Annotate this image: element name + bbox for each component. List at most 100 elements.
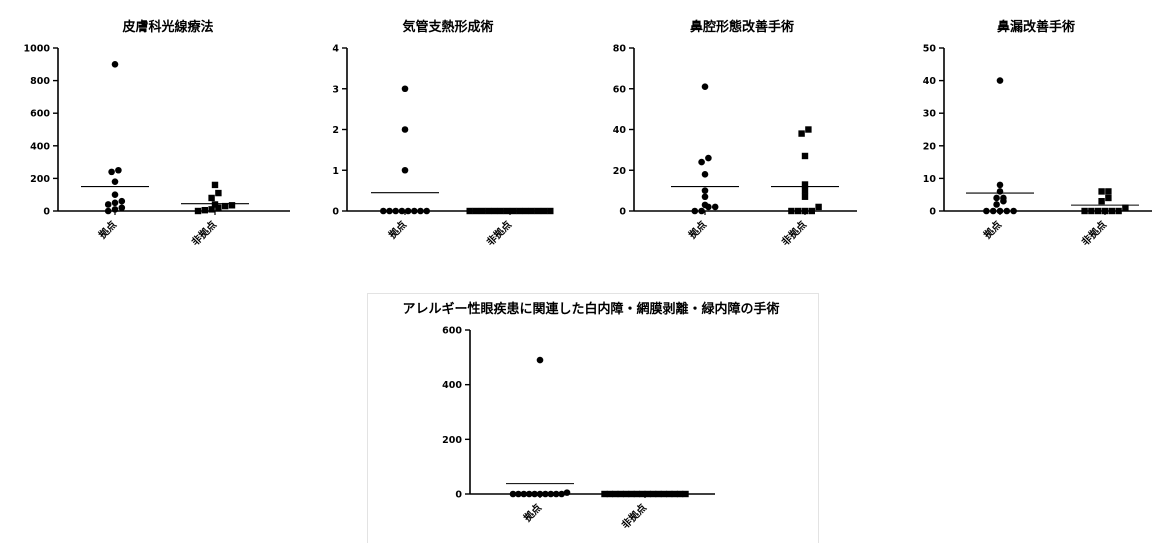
chart-title: アレルギー性眼疾患に関連した白内障・網膜剥離・緑内障の手術 [402,301,779,317]
y-tick-label: 50 [923,44,937,55]
data-point [993,201,1000,208]
data-point [801,207,809,215]
data-point [401,166,409,174]
y-tick-label: 20 [923,141,937,152]
x-category-label: 拠点 [981,218,1004,241]
data-point [520,490,528,498]
y-tick-label: 200 [442,435,462,446]
data-point [558,490,565,498]
data-point [601,490,608,498]
data-point [380,207,387,215]
data-point [705,154,712,162]
data-point [996,77,1004,84]
y-tick-label: 600 [442,326,462,337]
y-tick-label: 0 [455,490,462,501]
data-point [111,61,119,68]
x-category-label: 非拠点 [1079,218,1109,248]
data-point [111,206,119,213]
data-point [801,152,809,160]
chart-panel-1: 皮膚科光線療法 0 200 400 600 800 1000 拠点 非拠点 [24,19,290,248]
data-point [801,187,809,194]
data-point [1088,207,1095,215]
data-point [1098,188,1105,195]
data-point [1108,207,1115,215]
data-point [215,189,222,197]
chart-title: 皮膚科光線療法 [121,19,213,35]
data-point [1115,207,1122,215]
data-point [805,126,812,133]
y-tick-label: 60 [613,84,627,95]
y-tick-label: 2 [332,125,339,136]
data-point [515,490,522,498]
data-point [676,490,684,498]
data-point [525,490,533,498]
data-point [701,193,709,201]
data-point [536,356,544,364]
bottom-panel-frame [367,293,819,543]
y-tick-label: 0 [332,207,339,218]
data-point [211,201,219,208]
data-point [417,207,424,215]
y-tick-label: 200 [30,174,50,185]
data-point [111,199,119,207]
data-point [111,178,119,185]
data-point [1101,207,1109,215]
data-point [1122,204,1129,211]
x-category-label: 非拠点 [779,218,809,248]
data-point [118,197,126,205]
data-point [1000,194,1007,202]
data-point [1081,207,1088,215]
x-category-label: 非拠点 [619,501,649,531]
y-tick-label: 20 [613,166,627,177]
data-point [466,207,473,215]
data-point [1010,207,1017,215]
data-point [606,490,614,498]
data-point [392,207,400,215]
data-point [208,194,215,202]
data-point [509,490,517,498]
data-point [1095,207,1102,215]
data-point [788,207,795,215]
data-point [386,207,393,215]
data-point [115,166,122,174]
data-point [563,489,571,496]
y-tick-label: 0 [929,207,936,218]
y-tick-label: 40 [923,76,937,87]
data-point [423,207,431,215]
chart-panel-5: アレルギー性眼疾患に関連した白内障・網膜剥離・緑内障の手術 0 200 400 600 拠… [402,301,779,531]
data-point [798,130,805,137]
data-point [996,188,1004,195]
data-point [711,203,719,211]
y-tick-label: 400 [442,380,462,391]
data-point [1098,198,1105,205]
x-category-label: 拠点 [686,218,709,241]
data-point [701,171,709,178]
data-point [698,207,705,215]
data-point [531,490,538,498]
chart-title: 鼻漏改善手術 [997,19,1075,35]
data-point [801,181,809,188]
data-point [194,207,202,215]
y-tick-label: 40 [613,125,627,136]
data-point [801,193,809,200]
data-point [996,207,1004,215]
y-tick-label: 10 [923,174,937,185]
x-category-label: 拠点 [96,218,119,241]
data-point [1105,188,1112,195]
data-point [118,204,126,212]
data-point [104,207,112,215]
y-tick-label: 600 [30,109,50,120]
data-point [536,490,544,498]
data-point [1105,194,1112,202]
data-point [815,203,822,211]
data-point [983,207,990,215]
data-point [698,158,705,166]
y-tick-label: 3 [332,84,339,95]
data-point [104,201,112,208]
y-tick-label: 0 [619,207,626,218]
y-tick-label: 4 [332,44,339,55]
chart-panel-3: 鼻腔形態改善手術 0 20 40 60 80 拠点 非拠点 [613,19,857,248]
y-tick-label: 80 [613,44,627,55]
data-point [404,207,412,215]
